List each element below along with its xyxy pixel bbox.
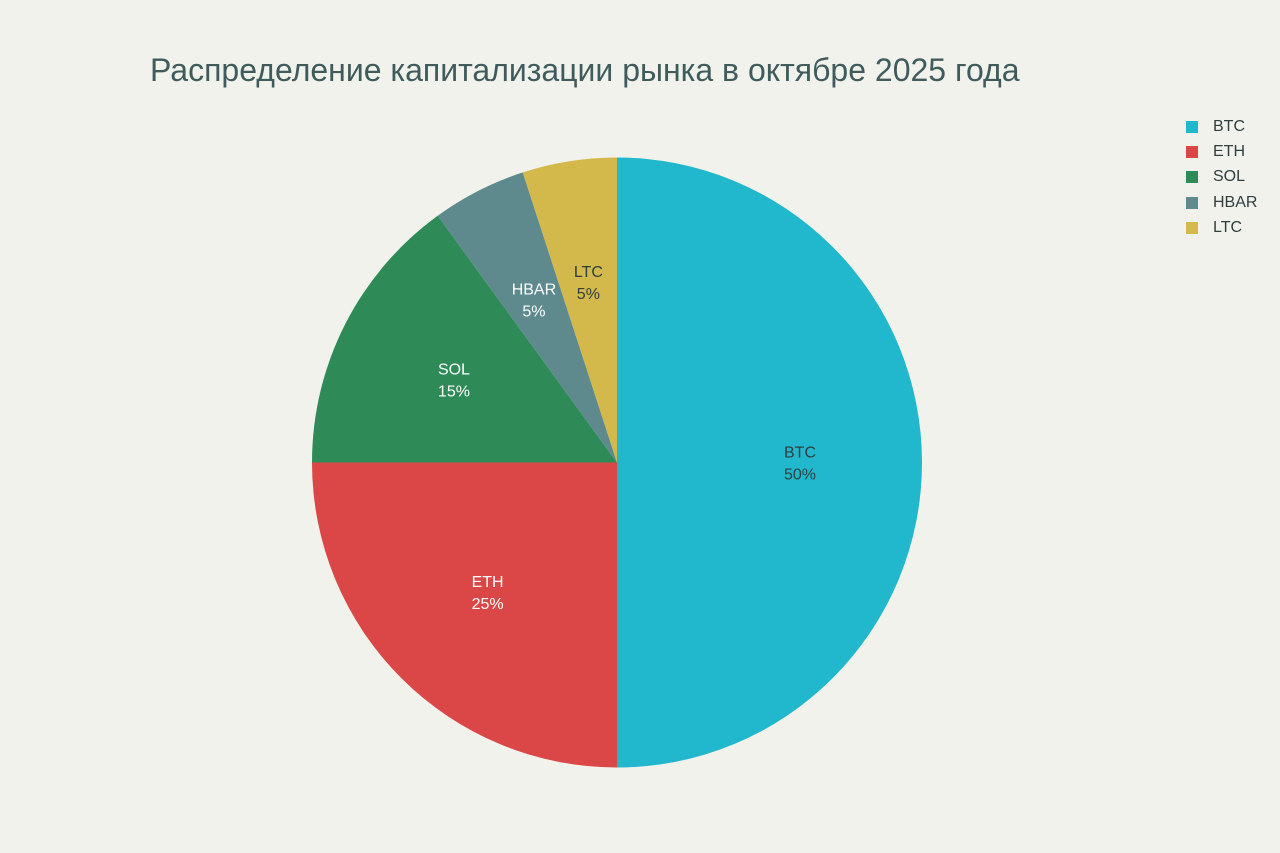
slice-value-hbar: 5% [522,303,545,320]
legend-item-ltc[interactable]: LTC [1186,215,1257,240]
legend-item-hbar[interactable]: HBAR [1186,190,1257,215]
slice-label-hbar: HBAR [512,281,556,298]
slice-label-btc: BTC [784,445,816,462]
legend-label-sol: SOL [1213,168,1246,186]
legend-item-eth[interactable]: ETH [1186,139,1257,164]
legend-swatch-sol [1186,171,1198,184]
pie-slice-ltc[interactable] [522,157,617,463]
pie-slice-eth[interactable] [312,462,617,768]
legend: BTC ETH SOL HBAR LTC [1186,114,1257,240]
legend-swatch-eth [1186,145,1198,158]
legend-swatch-btc [1186,120,1198,133]
slice-value-btc: 50% [784,467,816,484]
pie-slice-hbar[interactable] [437,172,617,463]
slice-value-sol: 15% [438,383,470,400]
chart-title: Распределение капитализации рынка в октя… [150,52,1020,88]
slice-label-eth: ETH [472,574,504,591]
legend-label-eth: ETH [1213,142,1245,160]
legend-item-sol[interactable]: SOL [1186,165,1257,190]
pie-slice-btc[interactable] [617,157,922,768]
slice-label-sol: SOL [438,361,470,378]
legend-label-btc: BTC [1213,117,1245,135]
legend-item-btc[interactable]: BTC [1186,114,1257,139]
slice-value-eth: 25% [472,596,504,613]
legend-label-ltc: LTC [1213,218,1243,236]
slice-label-ltc: LTC [574,264,603,281]
legend-label-hbar: HBAR [1213,193,1258,211]
pie-slice-sol[interactable] [312,215,617,463]
legend-swatch-hbar [1186,196,1198,209]
legend-swatch-ltc [1186,221,1198,234]
slice-value-ltc: 5% [577,286,600,303]
